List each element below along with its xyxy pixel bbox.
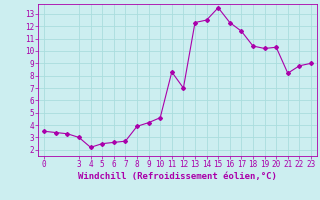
X-axis label: Windchill (Refroidissement éolien,°C): Windchill (Refroidissement éolien,°C) [78, 172, 277, 181]
